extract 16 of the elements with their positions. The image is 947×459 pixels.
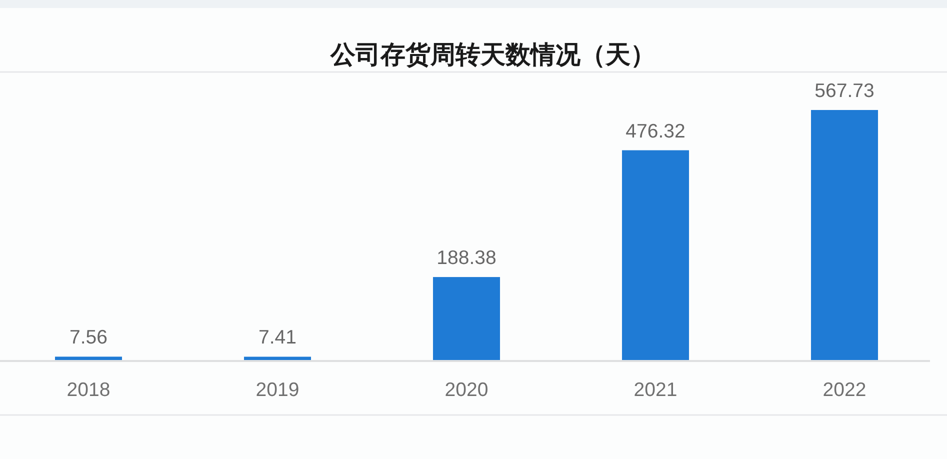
x-tick-label: 2020 [444,379,488,401]
data-label: 7.41 [258,326,296,349]
chart-title: 公司存货周转天数情况（天） [330,41,656,69]
x-tick-label: 2022 [822,379,866,401]
data-label: 476.32 [626,120,686,142]
bar [55,356,122,360]
data-label: 7.56 [70,326,108,349]
bar [244,356,311,360]
bar [433,277,500,360]
x-tick-label: 2021 [634,379,678,401]
bar [622,150,689,360]
data-label: 567.73 [814,80,874,102]
x-tick-label: 2019 [256,379,300,401]
data-label: 188.38 [436,247,496,270]
bar [811,110,878,360]
x-tick-label: 2018 [66,379,110,401]
